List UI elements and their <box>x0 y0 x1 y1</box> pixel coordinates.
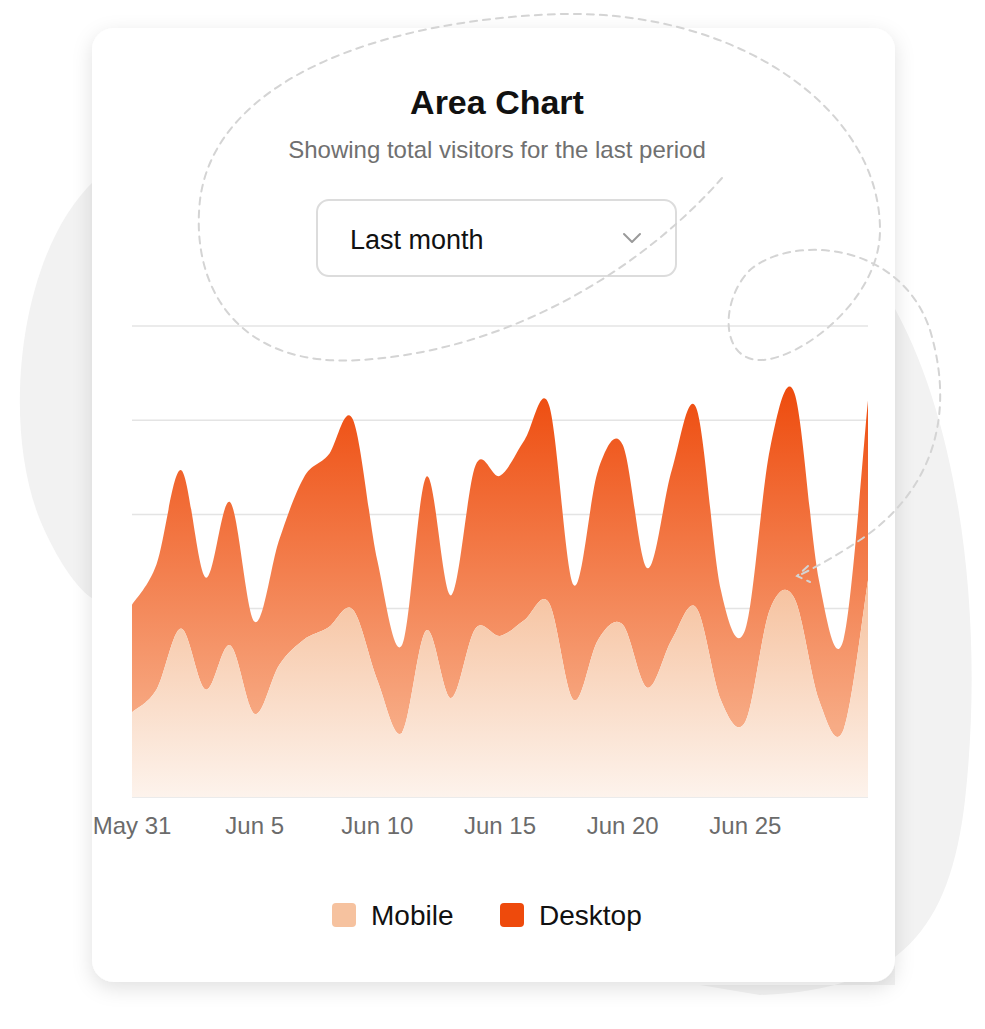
plot-area <box>132 387 868 797</box>
chart-subtitle: Showing total visitors for the last peri… <box>288 136 706 163</box>
doodle <box>797 566 810 582</box>
doodle <box>199 14 940 576</box>
legend-swatch <box>500 903 524 927</box>
area-mobile <box>132 580 868 797</box>
legend-swatch <box>332 903 356 927</box>
grid-line <box>132 325 868 327</box>
select-value: Last month <box>350 225 484 255</box>
legend: Mobile Desktop <box>332 900 642 931</box>
x-tick-label: Jun 15 <box>464 812 536 839</box>
x-tick-label: Jun 5 <box>225 812 284 839</box>
chevron <box>624 234 640 242</box>
bg-blob <box>20 180 95 600</box>
x-tick-label: Jun 25 <box>709 812 781 839</box>
page: Area Chart Showing total visitors for the… <box>0 0 985 1029</box>
x-tick-label: Jun 20 <box>587 812 659 839</box>
x-tick-label: Jun 10 <box>341 812 413 839</box>
legend-label: Desktop <box>539 900 642 931</box>
card <box>92 28 895 982</box>
x-tick-label: May 31 <box>93 812 172 839</box>
chart-title: Area Chart <box>410 83 584 121</box>
period-select[interactable]: Last month <box>317 200 676 276</box>
grid-line <box>132 419 868 421</box>
legend-label: Mobile <box>371 900 453 931</box>
select-box[interactable] <box>317 200 676 276</box>
